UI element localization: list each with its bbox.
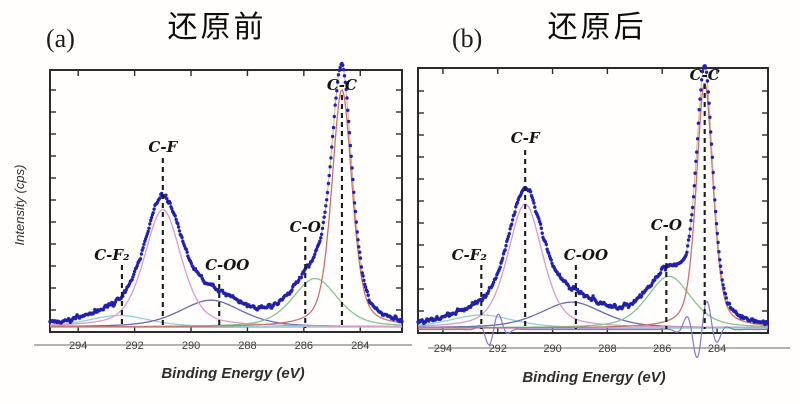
peak-label-c-o: C-O [290, 218, 321, 236]
fit-curve-c-o-fit [50, 277, 402, 328]
x-tick-label: 290 [543, 343, 561, 355]
panel-a-corner-label: (a) [46, 24, 75, 53]
panel-a-title: 还原前 [167, 11, 267, 44]
peak-label-c-oo: C-OO [564, 246, 608, 264]
peak-label-c-f-: C-F₂ [452, 246, 488, 264]
fit-curve-c-oo-fit [50, 299, 402, 328]
peak-label-c-c: C-C [690, 66, 720, 84]
fit-curve-c-f-fit [50, 208, 402, 328]
x-tick-labels: 294 292 290 288 286 284 [69, 340, 369, 352]
x-tick-label: 288 [598, 343, 616, 355]
x-tick-label: 286 [653, 343, 671, 355]
peak-label-c-oo: C-OO [205, 256, 249, 274]
x-tick-label: 292 [489, 343, 507, 355]
fit-curve-c-c-fit [50, 88, 403, 328]
data-trace [416, 64, 770, 327]
fit-envelope [49, 63, 403, 323]
panel-a-y-axis-label: Intensity (cps) [12, 164, 27, 246]
x-tick-label: 292 [125, 340, 143, 352]
axis-ticks [418, 68, 768, 333]
peak-label-c-o: C-O [651, 216, 682, 234]
panel-b-x-axis-label: Binding Energy (eV) [522, 369, 666, 386]
x-tick-label: 284 [351, 340, 369, 352]
panel-a-plot: 294 292 290 288 286 284 C-F₂ C-F C-OO C-O C-C [34, 61, 412, 352]
panel-a-x-axis-label: Binding Energy (eV) [161, 365, 305, 382]
fit-curve-c-f-fit [418, 203, 768, 329]
x-tick-label: 284 [708, 343, 726, 355]
peak-label-c-c: C-C [327, 76, 357, 94]
peak-label-c-f: C-F [511, 129, 541, 147]
panel-b-title: 还原后 [547, 11, 647, 44]
peak-annotations: C-F₂ C-F C-OO C-O C-C [452, 66, 720, 329]
fit-envelope [417, 64, 768, 324]
data-trace [48, 61, 404, 325]
panel-b-corner-label: (b) [452, 24, 483, 53]
x-tick-labels: 294 292 290 288 286 284 [434, 343, 726, 355]
x-tick-label: 294 [69, 340, 87, 352]
fit-residual [418, 300, 768, 359]
peak-label-c-f-: C-F₂ [94, 246, 130, 264]
x-tick-label: 294 [434, 343, 452, 355]
x-tick-label: 286 [295, 340, 313, 352]
x-tick-label: 290 [182, 340, 200, 352]
plot-frame [49, 69, 403, 333]
x-tick-label: 288 [238, 340, 256, 352]
peak-annotations: C-F₂ C-F C-OO C-O C-C [94, 76, 357, 328]
peak-label-c-f: C-F [148, 138, 178, 156]
panel-b-plot: 294 292 290 288 286 284 C-F₂ C-F C-OO C-O C-C [416, 64, 790, 359]
